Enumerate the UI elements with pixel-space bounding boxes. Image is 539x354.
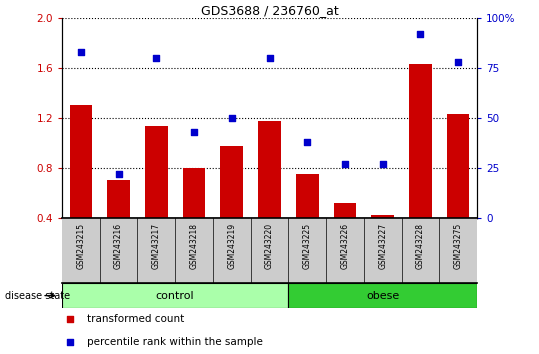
Text: GSM243228: GSM243228 [416, 223, 425, 269]
Text: disease state: disease state [5, 291, 71, 301]
Bar [447, 114, 469, 218]
Point [66, 340, 74, 346]
Point [454, 59, 462, 64]
Bar [288, 283, 477, 308]
Text: GSM243217: GSM243217 [152, 223, 161, 269]
Bar [70, 105, 92, 218]
Point [152, 55, 161, 61]
Text: GSM243216: GSM243216 [114, 223, 123, 269]
Bar [107, 180, 130, 218]
Point [77, 49, 85, 55]
Text: GSM243220: GSM243220 [265, 223, 274, 269]
Bar [183, 168, 205, 218]
Text: transformed count: transformed count [87, 314, 184, 325]
Bar [220, 147, 243, 218]
Text: GSM243219: GSM243219 [227, 223, 236, 269]
Point [114, 171, 123, 177]
Text: GSM243227: GSM243227 [378, 223, 387, 269]
Point [66, 316, 74, 322]
Point [227, 115, 236, 120]
Text: GSM243215: GSM243215 [77, 223, 85, 269]
Bar [258, 121, 281, 218]
Text: GSM243226: GSM243226 [341, 223, 349, 269]
Text: percentile rank within the sample: percentile rank within the sample [87, 337, 262, 348]
Title: GDS3688 / 236760_at: GDS3688 / 236760_at [201, 4, 338, 17]
Point [265, 55, 274, 61]
Bar [296, 174, 319, 218]
Point [416, 31, 425, 36]
Point [378, 161, 387, 166]
Bar [371, 215, 394, 218]
Text: obese: obese [366, 291, 399, 301]
Text: GSM243225: GSM243225 [303, 223, 312, 269]
Text: GSM243275: GSM243275 [454, 223, 462, 269]
Point [341, 161, 349, 166]
Text: GSM243218: GSM243218 [190, 223, 198, 269]
Text: control: control [156, 291, 195, 301]
Bar [409, 64, 432, 218]
Bar [62, 283, 288, 308]
Bar [334, 203, 356, 218]
Point [303, 139, 312, 144]
Bar [145, 126, 168, 218]
Point [190, 129, 198, 135]
